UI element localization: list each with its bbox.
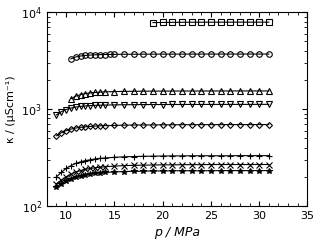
Y-axis label: κ / (μScm⁻¹): κ / (μScm⁻¹) bbox=[5, 75, 16, 143]
X-axis label: p / MPa: p / MPa bbox=[154, 226, 200, 239]
